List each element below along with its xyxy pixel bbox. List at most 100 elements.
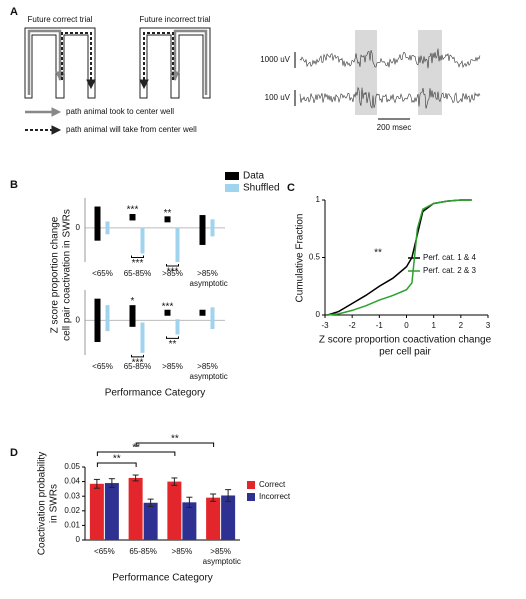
y-tick-label: 0.05 xyxy=(64,462,80,471)
mean-marker xyxy=(129,313,136,319)
bar xyxy=(206,497,221,540)
x-tick-label: >85% xyxy=(162,269,183,278)
y-tick-label: 1 xyxy=(316,195,321,204)
mean-marker xyxy=(199,309,206,316)
significance: ** xyxy=(113,454,121,465)
x-axis-label: Z score proportion coactivation change xyxy=(319,335,492,346)
significance: * xyxy=(131,296,135,307)
y-tick-label: 0.04 xyxy=(64,477,80,486)
sig-bracket xyxy=(166,336,179,339)
scale-label: 200 msec xyxy=(377,123,412,132)
sig-bracket xyxy=(131,255,144,258)
y-tick-label: 0 xyxy=(76,315,81,324)
legend-label: Shuffled xyxy=(243,183,280,194)
trace-label: 1000 uV xyxy=(260,55,290,64)
y-tick-label: 0.02 xyxy=(64,506,80,515)
shade xyxy=(418,30,442,115)
legend-label: Correct xyxy=(259,480,286,489)
x-tick-label: -3 xyxy=(321,321,329,330)
sig-bracket xyxy=(166,264,179,267)
legend-swatch xyxy=(225,172,239,180)
significance: ** xyxy=(169,339,177,350)
x-axis-label: Performance Category xyxy=(112,573,213,584)
legend-label: Perf. cat. 2 & 3 xyxy=(423,266,476,275)
range-bar xyxy=(140,322,145,353)
y-tick-label: 0 xyxy=(316,310,321,319)
x-tick-label: <65% xyxy=(92,362,113,371)
mean-marker xyxy=(199,227,206,233)
x-tick-label: >85% asymptotic xyxy=(187,362,227,381)
x-tick-label: 0 xyxy=(404,321,409,330)
range-bar xyxy=(175,319,180,335)
mean-marker xyxy=(164,309,171,316)
x-tick-label: >85% xyxy=(162,362,183,371)
sig-bracket xyxy=(96,462,137,467)
y-tick-label: 0.03 xyxy=(64,491,80,500)
x-axis-label: Performance Category xyxy=(105,388,206,399)
y-tick-label: 0 xyxy=(76,223,81,232)
x-tick-label: <65% xyxy=(94,547,115,556)
x-tick-label: >85% asymptotic xyxy=(200,547,240,566)
x-tick-label: 65-85% xyxy=(124,269,152,278)
sig-bracket xyxy=(96,451,176,456)
trace xyxy=(299,48,481,69)
significance: *** xyxy=(167,267,179,278)
maze-title: Future correct trial xyxy=(28,15,93,24)
legend-label: path animal will take from center well xyxy=(66,125,197,134)
trace-label: 100 uV xyxy=(265,93,291,102)
x-tick-label: 65-85% xyxy=(129,547,157,556)
y-axis-label: Cumulative Fraction xyxy=(295,214,306,303)
bar xyxy=(104,483,119,540)
x-tick-label: -2 xyxy=(349,321,357,330)
y-axis-label: cell pair coactivation in SWRs xyxy=(62,209,73,341)
legend-swatch xyxy=(247,481,255,489)
legend-swatch xyxy=(247,493,255,501)
range-bar xyxy=(210,307,215,329)
significance: ** xyxy=(171,434,179,445)
range-bar xyxy=(105,305,110,332)
y-axis-label: Coactivation probability xyxy=(37,452,48,555)
x-tick-label: 3 xyxy=(486,321,491,330)
y-axis-label: in SWRs xyxy=(49,484,60,523)
panel-label: D xyxy=(10,447,18,459)
x-tick-label: >85% asymptotic xyxy=(187,269,227,288)
trace xyxy=(299,86,481,109)
legend-label: Data xyxy=(243,171,265,182)
mean-marker xyxy=(94,317,101,324)
y-axis-label: Z score proportion change xyxy=(50,216,61,333)
bar xyxy=(221,495,236,540)
x-tick-label: 1 xyxy=(431,321,436,330)
sig-bracket xyxy=(131,354,144,358)
significance: *** xyxy=(132,357,144,368)
significance: ** xyxy=(164,208,172,219)
range-bar xyxy=(140,227,145,254)
sig-bracket xyxy=(135,442,215,447)
x-tick-label: 65-85% xyxy=(124,362,152,371)
legend-label: Incorrect xyxy=(259,492,291,501)
y-tick-label: 0 xyxy=(76,535,81,544)
legend-label: path animal took to center well xyxy=(66,107,174,116)
mazes xyxy=(24,27,211,135)
range-bar xyxy=(175,227,180,262)
legend-swatch xyxy=(225,184,239,192)
range-bar xyxy=(105,221,110,235)
significance: *** xyxy=(162,302,174,313)
x-tick-label: <65% xyxy=(92,269,113,278)
panel-label: B xyxy=(10,179,18,191)
mean-marker xyxy=(164,216,171,223)
panel-label: C xyxy=(287,182,295,194)
x-tick-label: 2 xyxy=(459,321,464,330)
x-tick-label: >85% xyxy=(172,547,193,556)
bar xyxy=(167,481,182,540)
x-axis-label: per cell pair xyxy=(379,347,431,358)
mean-marker xyxy=(94,220,101,227)
range-bar xyxy=(210,219,215,237)
legend-label: Perf. cat. 1 & 4 xyxy=(423,253,476,262)
y-tick-label: 0.5 xyxy=(309,253,321,262)
bar xyxy=(89,483,104,540)
bar xyxy=(143,502,158,540)
x-tick-label: -1 xyxy=(376,321,384,330)
significance: ** xyxy=(132,443,140,454)
significance: *** xyxy=(132,258,144,269)
